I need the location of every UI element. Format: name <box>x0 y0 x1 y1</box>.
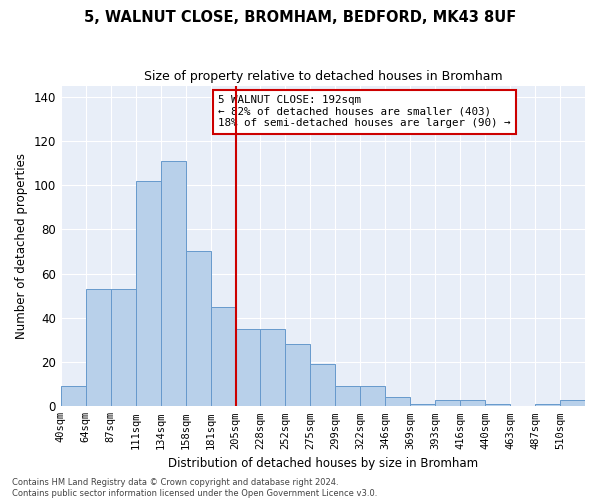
Bar <box>435 400 460 406</box>
Bar <box>211 307 236 406</box>
Bar <box>86 289 111 406</box>
Bar <box>385 398 410 406</box>
Bar <box>111 289 136 406</box>
Bar <box>361 386 385 406</box>
Bar <box>185 252 211 406</box>
Bar <box>560 400 585 406</box>
Text: 5, WALNUT CLOSE, BROMHAM, BEDFORD, MK43 8UF: 5, WALNUT CLOSE, BROMHAM, BEDFORD, MK43 … <box>84 10 516 25</box>
Bar <box>236 329 260 406</box>
Bar <box>286 344 310 406</box>
Bar <box>410 404 435 406</box>
Title: Size of property relative to detached houses in Bromham: Size of property relative to detached ho… <box>143 70 502 83</box>
Bar <box>161 161 185 406</box>
Bar <box>335 386 361 406</box>
Y-axis label: Number of detached properties: Number of detached properties <box>15 153 28 339</box>
Bar <box>535 404 560 406</box>
Text: 5 WALNUT CLOSE: 192sqm
← 82% of detached houses are smaller (403)
18% of semi-de: 5 WALNUT CLOSE: 192sqm ← 82% of detached… <box>218 95 511 128</box>
Bar <box>460 400 485 406</box>
Bar <box>61 386 86 406</box>
Bar <box>260 329 286 406</box>
Bar <box>136 180 161 406</box>
Bar <box>310 364 335 406</box>
Text: Contains HM Land Registry data © Crown copyright and database right 2024.
Contai: Contains HM Land Registry data © Crown c… <box>12 478 377 498</box>
Bar <box>485 404 510 406</box>
X-axis label: Distribution of detached houses by size in Bromham: Distribution of detached houses by size … <box>168 457 478 470</box>
